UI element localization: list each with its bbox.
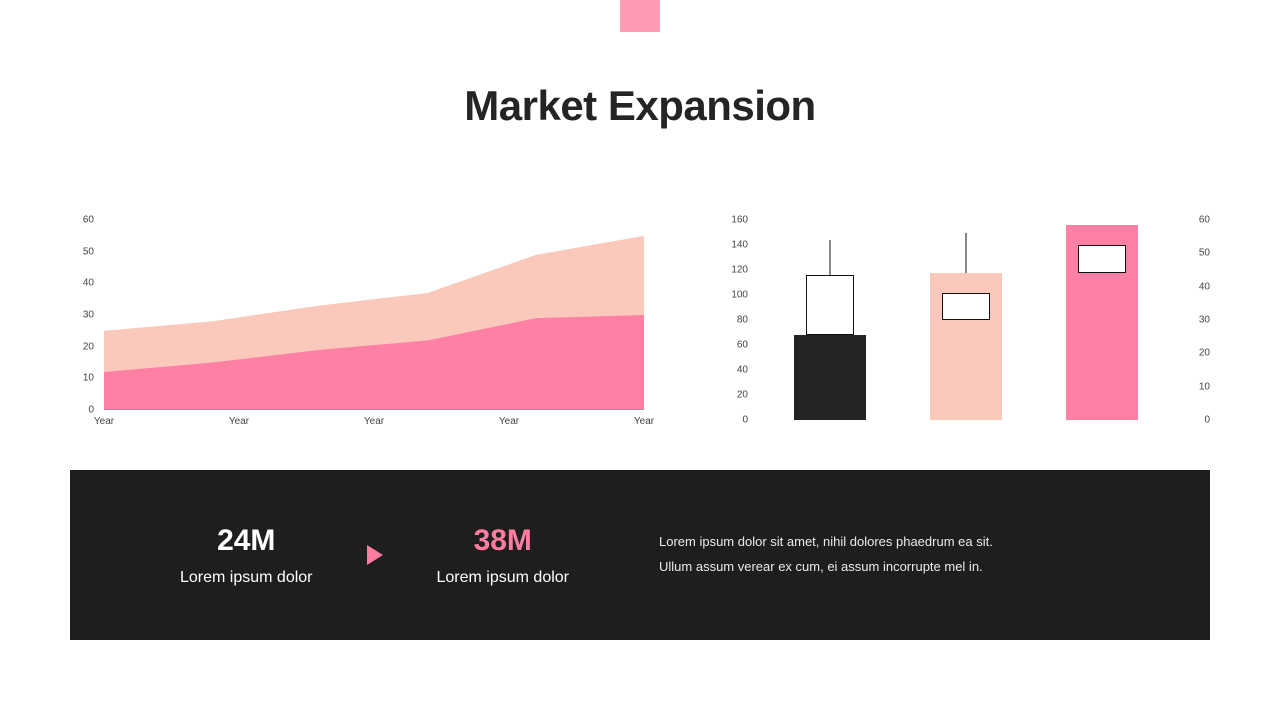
box-y-tick-right: 20: [1199, 348, 1210, 359]
area-chart-x-axis: YearYearYearYearYear: [104, 416, 644, 432]
area-y-tick: 0: [88, 405, 94, 416]
box-chart: 020406080100120140160 0102030405060: [720, 220, 1210, 440]
area-y-tick: 20: [83, 341, 94, 352]
area-chart-baseline: [104, 409, 644, 410]
stat-1: 24M Lorem ipsum dolor: [180, 523, 313, 587]
area-chart-y-axis: 0102030405060: [70, 220, 100, 410]
box-y-tick-right: 60: [1199, 215, 1210, 226]
footer-text-line-2: Ullum assum verear ex cum, ei assum inco…: [659, 555, 993, 580]
area-x-tick: Year: [229, 416, 249, 427]
area-y-tick: 40: [83, 278, 94, 289]
stat-2-sub: Lorem ipsum dolor: [437, 569, 570, 587]
box-white: [1078, 245, 1126, 273]
arrow-icon: [367, 545, 383, 565]
box-white: [806, 275, 854, 335]
box-chart-y-axis-right: 0102030405060: [1180, 220, 1210, 420]
box-chart-plot: [762, 220, 1170, 420]
box-y-tick-left: 60: [737, 340, 748, 351]
box-y-tick-left: 40: [737, 365, 748, 376]
box-y-tick-right: 30: [1199, 315, 1210, 326]
area-y-tick: 30: [83, 310, 94, 321]
box-y-tick-left: 100: [731, 290, 748, 301]
box-y-tick-right: 50: [1199, 248, 1210, 259]
stat-1-value: 24M: [180, 523, 313, 559]
area-x-tick: Year: [499, 416, 519, 427]
box-white: [942, 293, 990, 321]
stat-2-value: 38M: [437, 523, 570, 559]
area-x-tick: Year: [94, 416, 114, 427]
box-y-tick-left: 20: [737, 390, 748, 401]
box-y-tick-left: 140: [731, 240, 748, 251]
top-accent-bar: [620, 0, 660, 32]
box-y-tick-right: 10: [1199, 381, 1210, 392]
area-y-tick: 10: [83, 373, 94, 384]
footer-text-line-1: Lorem ipsum dolor sit amet, nihil dolore…: [659, 530, 993, 555]
box-y-tick-right: 40: [1199, 281, 1210, 292]
area-x-tick: Year: [634, 416, 654, 427]
area-x-tick: Year: [364, 416, 384, 427]
box-y-tick-right: 0: [1204, 415, 1210, 426]
area-chart-svg: [104, 220, 644, 410]
stat-2: 38M Lorem ipsum dolor: [437, 523, 570, 587]
area-chart-plot: [104, 220, 644, 410]
area-y-tick: 60: [83, 215, 94, 226]
area-y-tick: 50: [83, 246, 94, 257]
box-y-tick-left: 120: [731, 265, 748, 276]
charts-row: 0 10 20 30 40 50 60 Year Year Year Year Year 0 20 40…: [70, 220, 1210, 440]
box-y-tick-left: 80: [737, 315, 748, 326]
box-y-tick-left: 160: [731, 215, 748, 226]
footer-panel: 24M Lorem ipsum dolor 38M Lorem ipsum do…: [70, 470, 1210, 640]
box-bar: [794, 335, 866, 420]
box-chart-y-axis-left: 020406080100120140160: [720, 220, 754, 420]
box-y-tick-left: 0: [742, 415, 748, 426]
page-title: Market Expansion: [0, 82, 1280, 130]
area-chart: 0102030405060 YearYearYearYearYear: [70, 220, 650, 440]
footer-text: Lorem ipsum dolor sit amet, nihil dolore…: [659, 530, 993, 579]
stat-1-sub: Lorem ipsum dolor: [180, 569, 313, 587]
